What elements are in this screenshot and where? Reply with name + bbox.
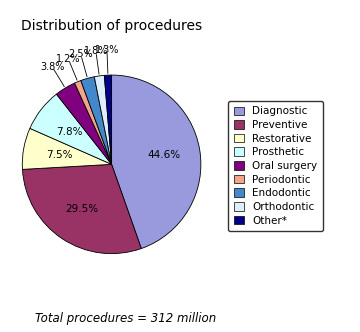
Wedge shape [57, 83, 112, 164]
Legend: Diagnostic, Preventive, Restorative, Prosthetic, Oral surgery, Periodontic, Endo: Diagnostic, Preventive, Restorative, Pro… [228, 101, 323, 231]
Wedge shape [104, 75, 112, 164]
Wedge shape [22, 128, 112, 169]
Title: Distribution of procedures: Distribution of procedures [21, 20, 202, 34]
Wedge shape [75, 81, 112, 164]
Text: 2.5%: 2.5% [68, 49, 93, 59]
Wedge shape [81, 77, 112, 164]
Text: 1.3%: 1.3% [95, 45, 119, 55]
Wedge shape [22, 164, 141, 254]
Wedge shape [112, 75, 201, 249]
Text: 1.8%: 1.8% [84, 46, 108, 56]
Text: 1.2%: 1.2% [56, 54, 80, 64]
Wedge shape [94, 75, 112, 164]
Text: 44.6%: 44.6% [148, 150, 181, 160]
Text: 7.5%: 7.5% [46, 150, 72, 160]
Text: 29.5%: 29.5% [66, 204, 99, 214]
Text: Total procedures = 312 million: Total procedures = 312 million [35, 312, 217, 325]
Wedge shape [30, 94, 112, 164]
Text: 7.8%: 7.8% [56, 126, 82, 136]
Text: 3.8%: 3.8% [40, 62, 64, 72]
